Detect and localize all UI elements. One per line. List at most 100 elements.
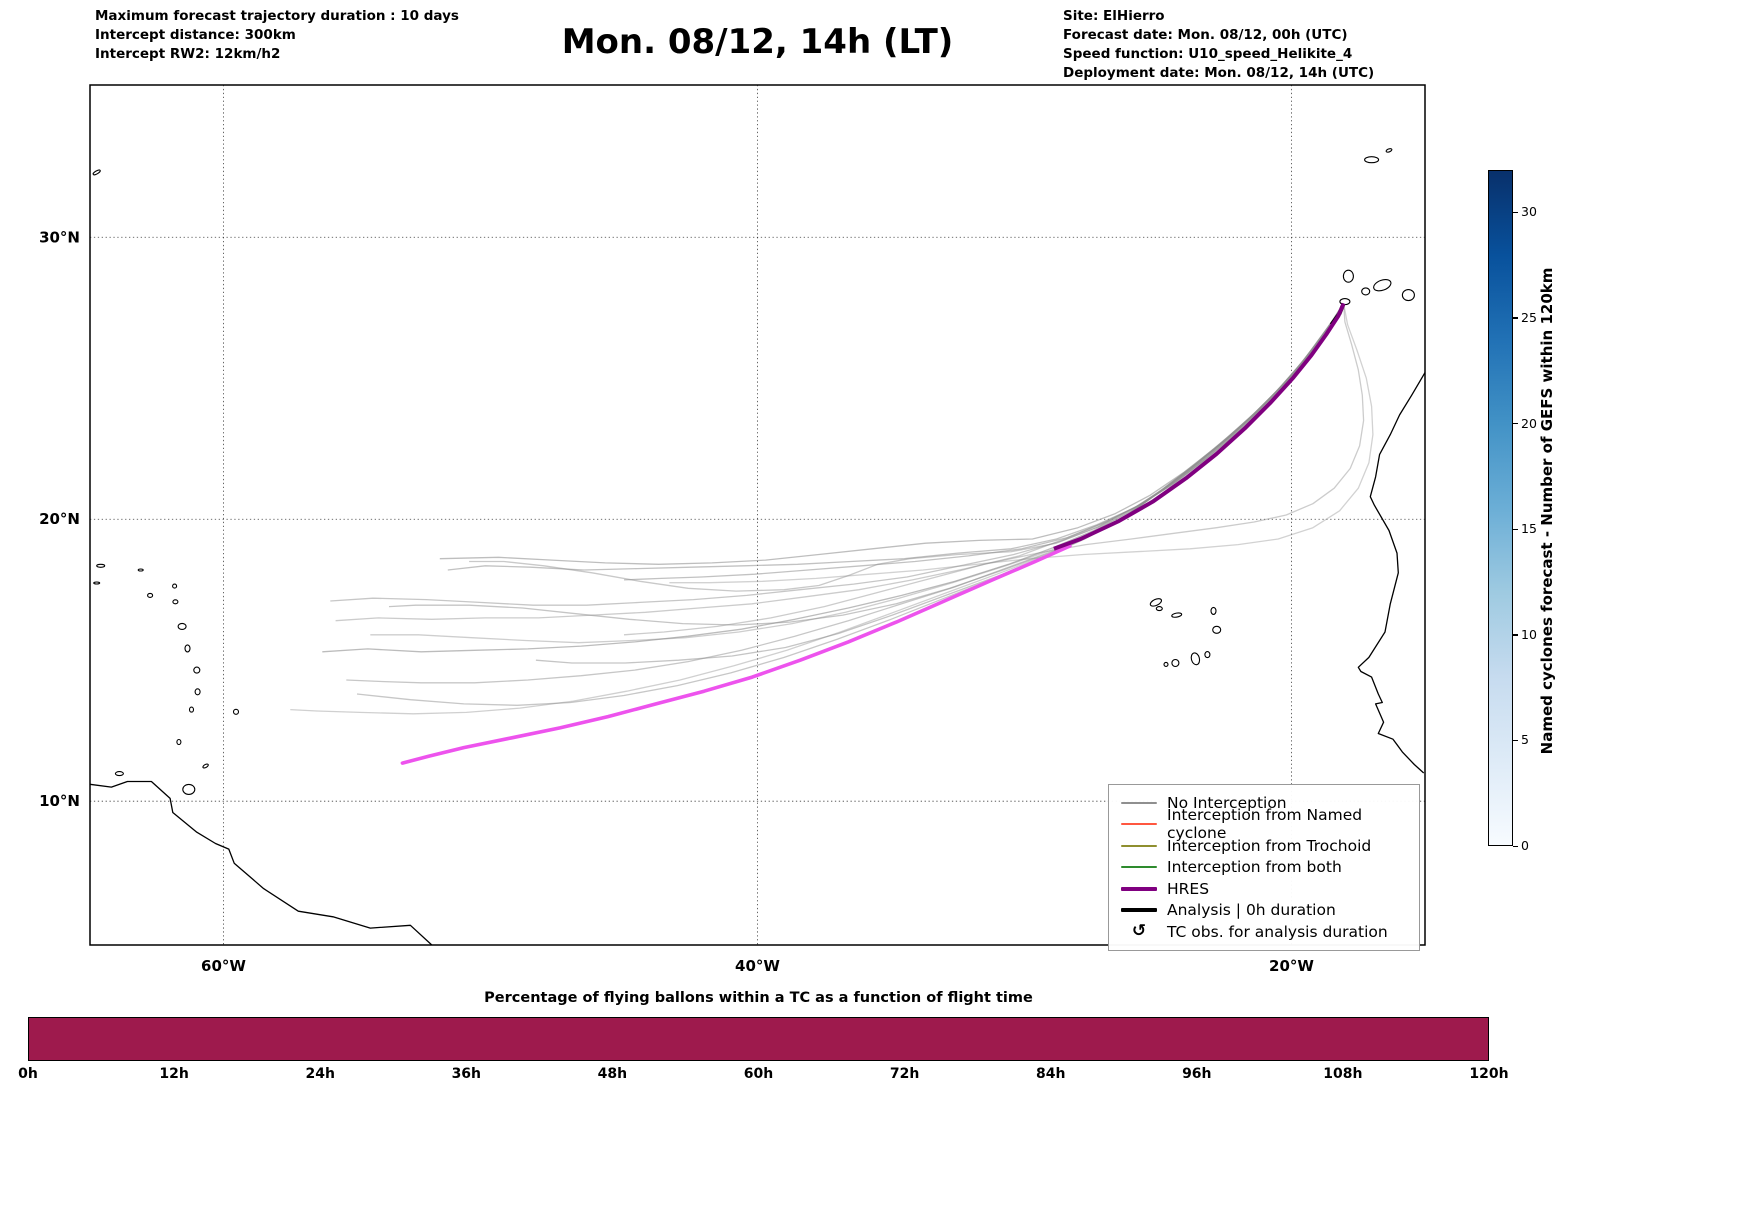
flight-bar-tick-label: 0h: [18, 1066, 38, 1082]
trajectory-no-interception: [669, 303, 1374, 584]
trajectory-no-interception: [356, 303, 1345, 706]
trajectory-map: 10°N 20°N 30°N 60°W 40°W 20°W: [39, 84, 1426, 975]
trajectory-no-interception: [322, 303, 1345, 653]
colorbar-tick-label: 20: [1521, 415, 1537, 431]
legend-label: HRES: [1167, 879, 1210, 898]
map-y-tick-label: 30°N: [39, 228, 80, 246]
island-margarita: [114, 771, 124, 777]
legend-label: No Interception: [1167, 793, 1287, 812]
param-intercept-rw2: Intercept RW2: 12km/h2: [95, 46, 281, 62]
map-x-tick-label: 40°W: [735, 957, 780, 975]
flight-bar-tick-label: 36h: [451, 1066, 482, 1082]
island-antigua: [172, 599, 179, 605]
map-legend: No Interception Interception from Named c…: [1108, 784, 1420, 951]
island-la-palma: [1342, 269, 1354, 283]
island-gran-canaria: [1401, 289, 1415, 302]
colorbar: [1488, 170, 1513, 846]
flight-bar-tick-label: 120h: [1469, 1066, 1509, 1082]
island-sal: [1210, 606, 1217, 615]
trajectory-no-interception: [623, 303, 1365, 636]
island-st-lucia: [194, 688, 201, 696]
colorbar-tick-label: 5: [1521, 732, 1529, 748]
legend-line-sample: [1121, 866, 1157, 869]
legend-line-sample: [1121, 886, 1157, 891]
colorbar-tickmark: [1513, 739, 1518, 742]
info-site: Site: ElHierro: [1063, 8, 1165, 24]
legend-line-sample: [1121, 908, 1157, 913]
flight-bar-tick-label: 72h: [889, 1066, 920, 1082]
map-x-tick-label: 20°W: [1269, 957, 1314, 975]
flight-bar-tick-label: 84h: [1035, 1066, 1066, 1082]
trajectory-no-interception: [439, 303, 1345, 565]
island-virgin-islands: [96, 563, 106, 568]
cyclone-rotation-icon: ↺: [1131, 921, 1147, 942]
island-santiago: [1190, 652, 1201, 666]
flight-bar-tick-label: 60h: [743, 1066, 774, 1082]
coastline-south-america: [89, 780, 433, 946]
colorbar-tickmark: [1513, 634, 1518, 636]
island-tobago: [202, 763, 209, 769]
island-guadeloupe: [177, 622, 187, 630]
legend-label: Analysis | 0h duration: [1167, 901, 1336, 920]
legend-line: [1121, 801, 1157, 804]
flight-bar: [28, 1017, 1489, 1061]
legend-row: Interception from Trochoid: [1121, 835, 1407, 857]
colorbar-label: Named cyclones forecast - Number of GEFS…: [1538, 267, 1556, 755]
trajectory-no-interception: [623, 303, 1345, 581]
island-fogo: [1171, 658, 1180, 668]
info-forecast-date: Forecast date: Mon. 08/12, 00h (UTC): [1063, 27, 1348, 43]
intercept-params-block: Maximum forecast trajectory duration : 1…: [95, 7, 459, 64]
colorbar-tick-label: 10: [1521, 626, 1537, 642]
island-la-gomera: [1361, 287, 1371, 296]
info-speed-function: Speed function: U10_speed_Helikite_4: [1063, 46, 1353, 62]
trajectory-no-interception: [335, 303, 1345, 622]
flight-bar-tick-label: 108h: [1323, 1066, 1363, 1082]
island-tenerife: [1373, 279, 1392, 292]
trajectory-no-interception: [447, 303, 1345, 571]
trajectory-no-interception: [330, 303, 1345, 606]
info-deployment-date: Deployment date: Mon. 08/12, 14h (UTC): [1063, 65, 1375, 81]
run-info-block: Site: ElHierro Forecast date: Mon. 08/12…: [1063, 7, 1374, 83]
flight-bar-tick-label: 24h: [305, 1066, 335, 1082]
trajectory-no-interception: [370, 303, 1345, 644]
island-boa-vista: [1212, 625, 1222, 634]
legend-line: [1121, 823, 1157, 826]
legend-row: Analysis | 0h duration: [1121, 900, 1407, 922]
colorbar-tickmark: [1513, 317, 1518, 319]
island-trinidad: [182, 783, 196, 795]
island-madeira: [1364, 156, 1380, 164]
legend-row: Interception from Named cyclone: [1121, 806, 1407, 842]
island-barbuda: [172, 583, 178, 589]
trajectory-no-interception: [535, 303, 1345, 664]
island-brava: [1163, 661, 1169, 667]
flight-bar-fill: [29, 1018, 1488, 1060]
island-grenada: [176, 738, 182, 746]
colorbar-tickmark: [1513, 211, 1518, 214]
island-porto-santo: [1385, 148, 1393, 153]
island-martinique: [193, 666, 201, 674]
island-st-croix: [93, 581, 101, 585]
legend-line: [1121, 886, 1157, 891]
flight-bar-tick-label: 48h: [597, 1066, 628, 1082]
trajectory-no-interception: [469, 303, 1345, 592]
tc-obs-icon: ↺: [1121, 923, 1157, 940]
legend-label: Interception from both: [1167, 858, 1342, 877]
island-maio: [1204, 651, 1211, 659]
colorbar-tick-label: 30: [1521, 204, 1537, 220]
island-sao-vicente: [1155, 606, 1163, 612]
param-max-duration: Maximum forecast trajectory duration : 1…: [95, 8, 459, 24]
page-title: Mon. 08/12, 14h (LT): [561, 22, 954, 62]
island-sao-nicolau: [1171, 612, 1183, 618]
trajectory-no-interception: [346, 303, 1345, 684]
param-intercept-distance: Intercept distance: 300km: [95, 27, 296, 43]
colorbar-tick-label: 25: [1521, 309, 1537, 325]
island-barbados: [232, 708, 240, 715]
map-y-tick-label: 20°N: [39, 510, 80, 528]
trajectory-hres-flight: [400, 544, 1072, 765]
colorbar-tick-label: 0: [1521, 838, 1529, 853]
legend-line-sample: [1121, 823, 1157, 826]
flight-bar-tick-label: 96h: [1182, 1066, 1212, 1082]
legend-line-sample: [1121, 801, 1157, 804]
island-anguilla: [137, 568, 144, 572]
